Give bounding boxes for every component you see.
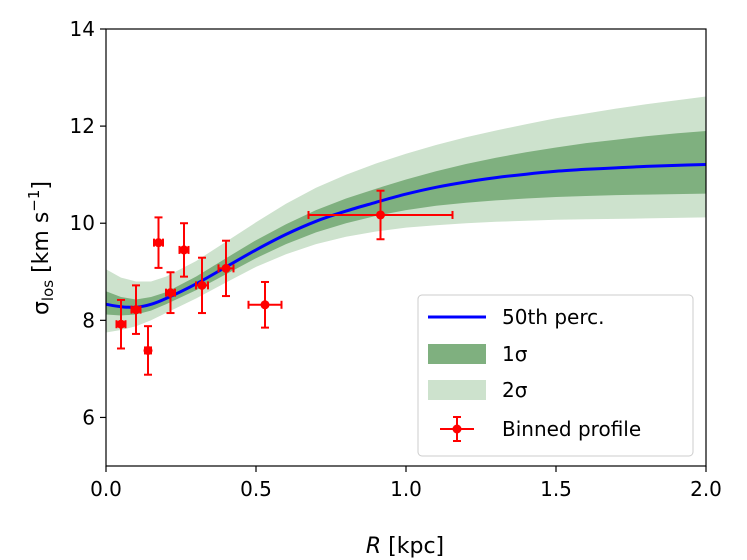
x-axis-label-rest: [kpc]: [381, 534, 444, 559]
binned-point-9: [307, 189, 454, 241]
x-tick-label-4: 2.0: [690, 477, 722, 501]
legend-swatch-2sigma: [428, 380, 486, 400]
y-axis-label-main: σ: [29, 301, 54, 315]
binned-marker-6: [197, 280, 207, 290]
x-tick-label-1: 0.5: [240, 477, 272, 501]
y-axis-label: σlos [km s−1]: [25, 181, 57, 315]
y-axis-label-unit: [km s: [29, 212, 54, 280]
axes-frame: [105, 28, 707, 467]
x-axis-label: R [kpc]: [366, 534, 444, 559]
binned-marker-1: [131, 305, 141, 315]
y-axis-label-sup: −1: [25, 190, 43, 212]
legend-label-median: 50th perc.: [502, 305, 604, 329]
x-tick-label-2: 1.0: [390, 477, 422, 501]
binned-point-1: [130, 284, 142, 335]
legend-label-2sigma: 2σ: [502, 378, 528, 402]
y-axis-label-sub: los: [39, 280, 57, 301]
binned-point-4: [165, 271, 176, 315]
x-tick-label-3: 1.5: [540, 477, 572, 501]
plot-area: [106, 96, 706, 376]
binned-marker-8: [260, 300, 270, 310]
legend-label-binned: Binned profile: [502, 417, 641, 441]
binned-point-7: [217, 239, 235, 298]
legend-swatch-1sigma: [428, 344, 486, 364]
legend-frame: [417, 294, 694, 457]
binned-marker-4: [166, 288, 175, 298]
legend-swatch-binned: [440, 416, 474, 442]
plot-content: [106, 96, 706, 376]
x-tick-label-0: 0.0: [90, 477, 122, 501]
legend: 50th perc. 1σ 2σ Binned profile: [417, 294, 694, 457]
y-tick-label-3: 12: [70, 114, 95, 138]
binned-marker-0: [116, 319, 126, 329]
binned-marker-9: [376, 210, 385, 220]
axis-ticks: 0.0 0.5 1.0 1.5 2.0 6 8 10 12 14: [70, 17, 722, 501]
binned-marker-2: [143, 345, 153, 355]
binned-point-5: [178, 222, 190, 278]
binned-marker-3: [154, 238, 163, 248]
legend-binned-marker: [452, 424, 462, 434]
median-line: [106, 163, 706, 309]
binned-marker-5: [179, 245, 189, 255]
band-1sigma: [106, 131, 706, 316]
y-tick-label-4: 14: [70, 17, 95, 41]
y-axis-label-close: ]: [29, 181, 54, 190]
binned-point-3: [153, 216, 164, 269]
binned-point-6: [195, 256, 209, 315]
legend-label-1sigma: 1σ: [502, 342, 528, 366]
y-tick-label-0: 6: [82, 405, 95, 429]
y-tick-label-2: 10: [70, 211, 95, 235]
binned-point-2: [143, 325, 153, 376]
y-tick-label-1: 8: [82, 308, 95, 332]
binned-marker-7: [221, 263, 231, 273]
x-axis-label-italic: R: [366, 534, 381, 559]
binned-point-0: [115, 298, 127, 350]
binned-point-8: [247, 280, 283, 329]
